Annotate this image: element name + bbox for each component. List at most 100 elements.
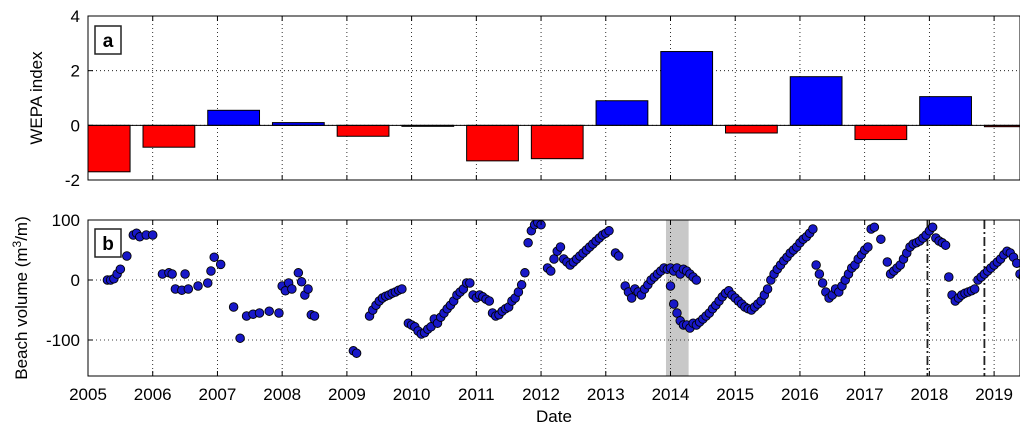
panel-b-y-tick-label: 0 <box>71 271 80 290</box>
beach-volume-point <box>235 333 245 343</box>
beach-volume-point <box>254 308 265 318</box>
wepa-bar <box>336 124 390 137</box>
panel-a-y-tick-label: -2 <box>65 171 80 190</box>
beach-volume-point <box>115 264 126 274</box>
beach-volume-point <box>202 278 213 288</box>
beach-volume-point <box>193 281 203 291</box>
beach-volume-point <box>665 281 676 291</box>
panel-b-x-tick-label: 2009 <box>328 385 366 404</box>
panel-b-shaded-interval <box>665 220 689 376</box>
beach-volume-point <box>274 308 284 318</box>
wepa-bar <box>789 76 843 126</box>
panel-b-x-tick-label: 2007 <box>199 385 237 404</box>
panel-b-x-tick-label: 2013 <box>587 385 625 404</box>
panel-b-x-tick-label: 2015 <box>716 385 754 404</box>
panel-b-x-tick-label: 2012 <box>522 385 560 404</box>
beach-volume-point <box>167 269 177 279</box>
panel-a-y-tick-label: 2 <box>71 62 80 81</box>
panel-b-label: b <box>102 234 114 255</box>
beach-volume-point <box>183 284 194 294</box>
beach-volume-point <box>672 308 682 318</box>
panel-b-y-axis-label-suffix: /m) <box>12 216 31 241</box>
beach-volume-point <box>613 251 624 261</box>
panel-b-beach-volume: -100 0 100 2005 2006 2007 2008 2009 2010 2011 201… <box>10 211 1020 426</box>
beach-volume-point <box>228 302 239 312</box>
beach-volume-point <box>484 296 495 306</box>
panel-b-x-tick-label: 2019 <box>975 385 1013 404</box>
beach-volume-point <box>516 280 527 290</box>
panel-b-x-tick-label: 2006 <box>134 385 172 404</box>
beach-volume-point <box>520 268 530 278</box>
beach-volume-point <box>626 293 637 303</box>
panel-b-x-tick-label: 2011 <box>458 385 495 404</box>
panel-a-y-axis-label: WEPA index <box>27 51 46 145</box>
beach-volume-point <box>808 224 818 234</box>
beach-volume-point <box>397 284 407 294</box>
beach-volume-point <box>147 230 158 240</box>
wepa-bar <box>660 51 714 126</box>
beach-volume-point <box>927 222 938 232</box>
beach-volume-point <box>863 242 873 252</box>
panel-a-wepa-index: -2 0 2 4 a WEPA index <box>27 7 1020 190</box>
panel-b-y-ticks: -100 0 100 <box>46 211 93 350</box>
panel-b-frame <box>87 219 1020 377</box>
beach-volume-point <box>523 238 533 248</box>
panel-a-label: a <box>103 31 114 52</box>
beach-volume-point <box>264 306 274 316</box>
panel-b-y-axis-label-prefix: Beach volume (m <box>12 247 31 379</box>
wepa-bar <box>142 124 196 148</box>
beach-volume-point <box>122 251 132 261</box>
beach-volume-point <box>817 278 828 288</box>
beach-volume-point <box>691 275 702 285</box>
beach-volume-point <box>293 268 304 278</box>
panel-a-y-ticks: -2 0 2 4 <box>65 7 93 190</box>
panel-b-x-tick-label: 2016 <box>781 385 819 404</box>
panel-b-x-tick-label: 2018 <box>910 385 948 404</box>
beach-volume-point <box>209 252 219 262</box>
beach-volume-point <box>180 269 190 279</box>
beach-volume-point <box>668 299 679 309</box>
beach-volume-point <box>940 240 951 250</box>
panel-a-y-tick-label: 0 <box>71 116 80 135</box>
panel-b-y-axis-label-sup: 3 <box>10 240 24 247</box>
panel-b-x-tick-label: 2017 <box>846 385 884 404</box>
wepa-bar <box>725 124 778 134</box>
wepa-bar <box>88 124 131 173</box>
panel-a-x-ticks <box>87 16 995 180</box>
panel-a-y-tick-label: 4 <box>71 7 80 26</box>
beach-volume-point <box>215 259 226 270</box>
beach-volume-point <box>549 254 559 264</box>
panel-b-y-tick-label: -100 <box>46 331 80 350</box>
panel-b-y-tick-label: 100 <box>52 211 80 230</box>
panel-a-bars <box>88 51 1020 173</box>
beach-volume-point <box>814 269 825 279</box>
panel-b-x-ticks: 2005 2006 2007 2008 2009 2010 2011 2012 2013 2014… <box>69 220 1013 404</box>
beach-volume-point <box>465 278 475 288</box>
beach-volume-point <box>555 242 566 252</box>
beach-volume-point <box>206 266 216 276</box>
beach-volume-point <box>811 260 821 270</box>
beach-volume-point <box>546 266 556 276</box>
beach-volume-point <box>1012 258 1020 268</box>
wepa-bar <box>595 100 649 126</box>
beach-volume-point <box>303 284 313 294</box>
panel-b-x-tick-label: 2010 <box>393 385 431 404</box>
wepa-bar <box>530 124 584 160</box>
beach-volume-point <box>351 348 362 358</box>
panel-b-x-tick-label: 2005 <box>69 385 107 404</box>
beach-volume-point <box>882 257 893 267</box>
beach-volume-point <box>869 222 880 232</box>
beach-volume-point <box>944 272 954 282</box>
beach-volume-point <box>876 234 886 244</box>
wepa-bar <box>854 124 908 141</box>
panel-a-label-box: a <box>94 25 122 55</box>
wepa-bar <box>466 124 519 162</box>
panel-b-x-tick-label: 2008 <box>263 385 301 404</box>
panel-b-x-tick-label: 2014 <box>652 385 690 404</box>
wepa-bar <box>919 96 972 126</box>
beach-volume-point <box>969 284 980 294</box>
beach-volume-point <box>296 277 307 287</box>
panel-b-label-box: b <box>94 228 122 258</box>
panel-b-x-axis-label: Date <box>536 407 572 426</box>
